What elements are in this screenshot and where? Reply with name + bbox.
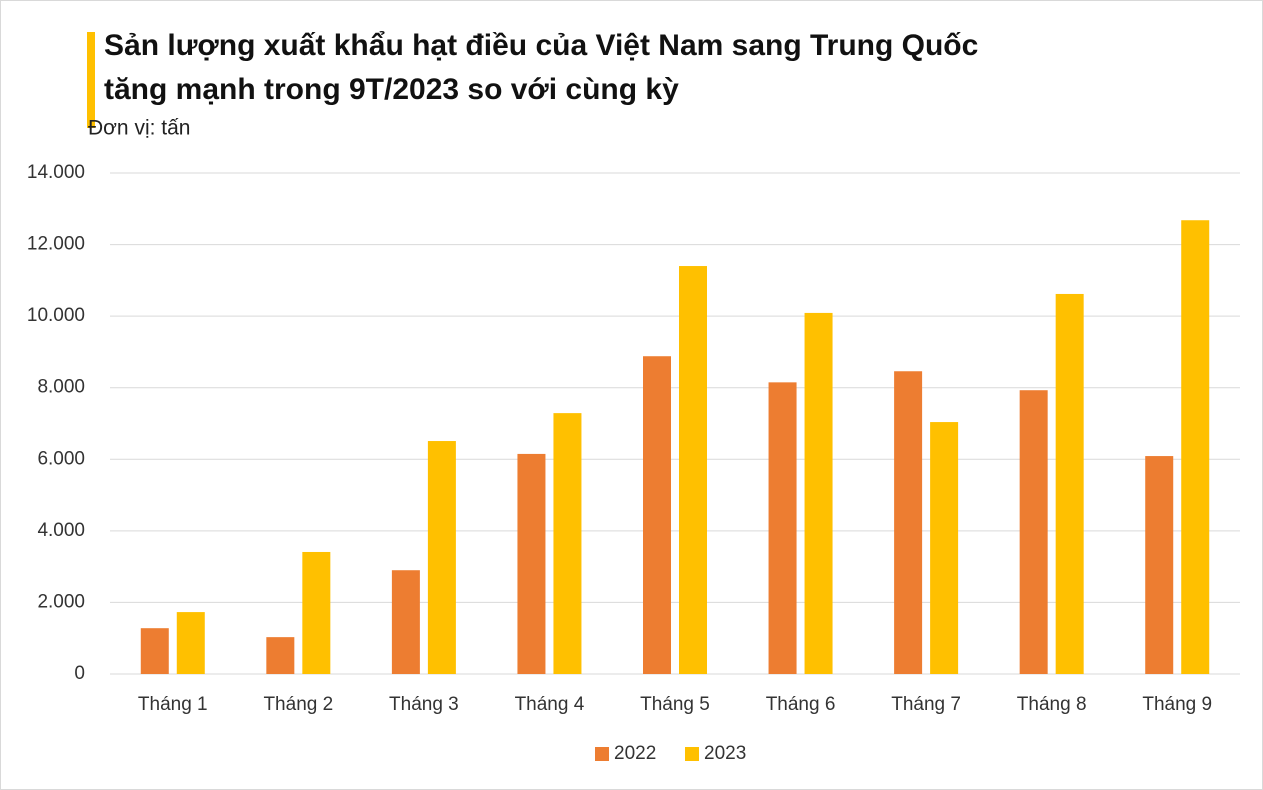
legend-swatch [685, 747, 699, 761]
bar [140, 628, 169, 674]
bar [391, 570, 420, 674]
legend-label: 2023 [704, 743, 746, 764]
y-tick-label: 14.000 [27, 162, 85, 183]
bar [1145, 456, 1174, 674]
bar [804, 312, 833, 674]
x-tick-label: Tháng 9 [1142, 694, 1212, 715]
bar [553, 413, 582, 674]
x-tick-label: Tháng 4 [515, 694, 585, 715]
x-tick-label: Tháng 3 [389, 694, 459, 715]
x-tick-label: Tháng 6 [766, 694, 836, 715]
x-tick-label: Tháng 7 [891, 694, 961, 715]
chart-title: tăng mạnh trong 9T/2023 so với cùng kỳ [104, 73, 679, 106]
bar [302, 551, 331, 674]
bar [1019, 390, 1048, 674]
bar [1181, 220, 1210, 675]
bar [266, 637, 295, 674]
bar [176, 612, 205, 674]
bar [930, 422, 959, 674]
x-tick-label: Tháng 5 [640, 694, 710, 715]
y-tick-label: 2.000 [37, 591, 85, 612]
y-tick-label: 6.000 [37, 448, 85, 469]
x-tick-label: Tháng 8 [1017, 694, 1087, 715]
chart-subtitle: Đơn vị: tấn [88, 117, 190, 140]
y-tick-label: 12.000 [27, 234, 85, 255]
x-tick-label: Tháng 2 [263, 694, 333, 715]
title-accent [87, 32, 95, 128]
bar [1055, 293, 1084, 674]
legend-label: 2022 [614, 743, 656, 764]
bar [643, 356, 671, 674]
bar [768, 382, 797, 674]
bar [427, 441, 456, 674]
bar [679, 266, 707, 674]
chart-title: Sản lượng xuất khẩu hạt điều của Việt Na… [104, 29, 978, 62]
y-tick-label: 0 [74, 663, 85, 684]
legend-swatch [595, 747, 609, 761]
bar [894, 371, 923, 674]
y-tick-label: 4.000 [37, 520, 85, 541]
y-tick-label: 10.000 [27, 305, 85, 326]
bar [517, 453, 546, 674]
x-tick-label: Tháng 1 [138, 694, 208, 715]
y-tick-label: 8.000 [37, 377, 85, 398]
